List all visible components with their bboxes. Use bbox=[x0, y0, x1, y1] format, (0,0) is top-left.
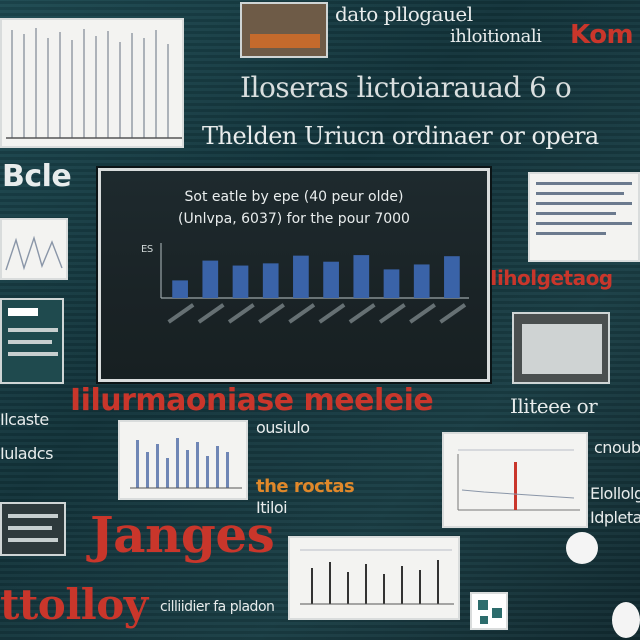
chart-x-tick-label-3 bbox=[227, 303, 255, 324]
bottom-box-chart-thumbnail bbox=[288, 536, 460, 620]
snippet-big-red-1: Janges bbox=[90, 505, 275, 564]
chart-bar-1 bbox=[172, 280, 188, 298]
snippet-big-red-2: ttolloy bbox=[0, 580, 148, 629]
chart-x-tick-label-6 bbox=[318, 303, 346, 324]
right-line-chart-thumbnail bbox=[442, 432, 588, 528]
snippet-right-4: Idpletae bbox=[590, 508, 640, 527]
chart-bar-6 bbox=[323, 261, 339, 298]
left-line-chart-thumbnail bbox=[0, 218, 68, 280]
left-text-panel bbox=[0, 298, 64, 384]
snippet-mid-left-2: Iuladcs bbox=[0, 444, 53, 463]
snippet-lower-3: Itiloi bbox=[256, 498, 288, 517]
snippet-band-red: Iilurmaoniase meeleie bbox=[70, 383, 434, 418]
snippet-right-1: Iliteee or bbox=[510, 394, 598, 418]
snippet-headline-1: Iloseras lictoiarauad 6 o bbox=[240, 71, 572, 104]
chart-x-tick-label-10 bbox=[439, 303, 467, 324]
chart-bar-9 bbox=[413, 264, 430, 298]
right-dark-thumbnail bbox=[512, 312, 610, 384]
snippet-bottom-small: cilliidier fa pladon bbox=[160, 599, 275, 615]
chart-bar-2 bbox=[202, 260, 219, 298]
right-document-thumbnail bbox=[528, 172, 640, 262]
top-left-chart-graphic bbox=[6, 28, 182, 139]
snippet-lower-1: ousiulo bbox=[256, 418, 310, 437]
snippet-right-2: cnouble bbox=[594, 438, 640, 457]
snippet-top-title-1: dato pllogauel bbox=[335, 2, 473, 26]
chart-x-tick-label-4 bbox=[258, 303, 285, 324]
chart-x-tick-label-9 bbox=[409, 303, 436, 324]
main-chart-plot bbox=[160, 243, 469, 324]
main-chart-title-line-2: (Unlvpa, 6037) for the pour 7000 bbox=[178, 211, 410, 227]
chart-x-tick-label-8 bbox=[378, 303, 406, 324]
main-chart-title-line-1: Sot eatle by epe (40 peur olde) bbox=[184, 189, 404, 205]
chart-bar-10 bbox=[444, 256, 460, 298]
snippet-right-red-1: Iiholgetaog bbox=[490, 266, 613, 290]
top-left-chart-thumbnail bbox=[0, 18, 184, 148]
white-circle-decoration bbox=[566, 532, 598, 564]
qr-code-thumbnail bbox=[470, 592, 508, 630]
main-chart-y-axis-label: ES bbox=[141, 244, 153, 255]
left-line-chart-graphic bbox=[5, 235, 63, 271]
chart-bar-3 bbox=[232, 265, 249, 298]
chart-x-tick-label-7 bbox=[348, 303, 376, 324]
chart-bar-5 bbox=[293, 255, 309, 298]
snippet-top-title-3: Kom bbox=[570, 20, 634, 50]
chart-bar-8 bbox=[383, 269, 400, 298]
chart-x-tick-label-2 bbox=[197, 303, 225, 324]
snippet-headline-2: Thelden Uriucn ordinaer or opera bbox=[202, 122, 599, 150]
mid-bar-chart-graphic bbox=[130, 438, 242, 489]
chart-bar-7 bbox=[353, 255, 370, 298]
snippet-mid-left-1: Ilcaste bbox=[0, 410, 49, 429]
bottom-left-text-panel bbox=[0, 502, 66, 556]
bottom-box-chart-graphic bbox=[300, 549, 454, 605]
right-line-chart-graphic bbox=[457, 449, 580, 511]
snippet-left-big: Bcle bbox=[2, 159, 72, 194]
main-bar-chart: Sot eatle by epe (40 peur olde) (Unlvpa,… bbox=[98, 168, 490, 382]
snippet-right-3: Elollolge bbox=[590, 484, 640, 503]
top-photo-thumbnail bbox=[240, 2, 328, 58]
chart-x-tick-label-5 bbox=[288, 303, 316, 324]
snippet-top-title-2: ihloitionali bbox=[450, 26, 542, 47]
mid-bar-chart-thumbnail bbox=[118, 420, 248, 500]
chart-bar-4 bbox=[262, 263, 279, 298]
snippet-lower-2: the roctas bbox=[256, 476, 355, 497]
white-circle-decoration-2 bbox=[612, 602, 640, 638]
chart-x-tick-label-1 bbox=[167, 303, 195, 324]
